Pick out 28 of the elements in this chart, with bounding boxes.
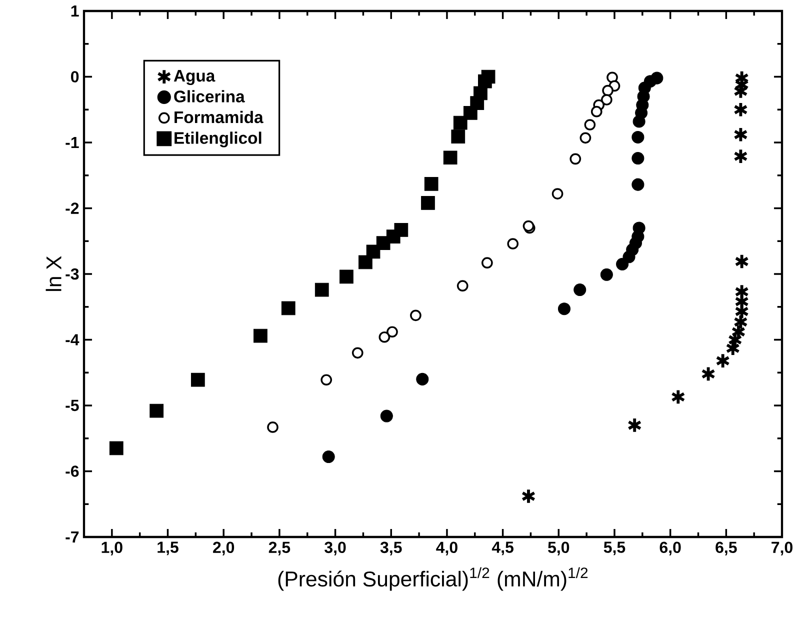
legend-label: Etilenglicol [174,132,262,148]
x-tick-label: 2,5 [268,542,290,556]
y-tick-label: -4 [66,334,80,346]
y-tick-label: 0 [71,71,79,82]
y-tick-label: -1 [66,137,79,148]
y-tick-label: 1 [71,6,79,17]
legend-label: Agua [174,70,216,86]
legend-label: Glicerina [174,90,245,102]
x-tick-label: 7,0 [772,542,792,556]
x-tick-label: 4,5 [492,542,514,556]
x-axis-title: (Presión Superficial)$^{1/2}$ (mN/m)$^{1/2}$ [278,567,588,591]
x-tick-label: 1,0 [102,542,122,556]
y-tick-label: -2 [66,202,79,214]
x-tick-label: 6,0 [660,542,681,556]
x-tick-label: 5,0 [548,542,570,556]
x-tick-label: 6,5 [716,542,737,556]
y-axis-title: ln X [46,256,62,291]
legend-label: Formamida [174,110,264,124]
x-tick-label: 4,0 [436,542,458,556]
y-tick-label: -7 [66,532,79,543]
x-tick-label: 2,0 [213,542,234,556]
y-tick-label: -3 [66,268,79,280]
x-tick-label: 3,0 [324,542,346,556]
y-tick-label: -5 [66,400,79,412]
y-tick-label: -6 [66,466,79,477]
x-tick-label: 1,5 [158,542,178,556]
x-tick-label: 3,5 [380,542,402,556]
x-tick-label: 5,5 [604,542,626,556]
